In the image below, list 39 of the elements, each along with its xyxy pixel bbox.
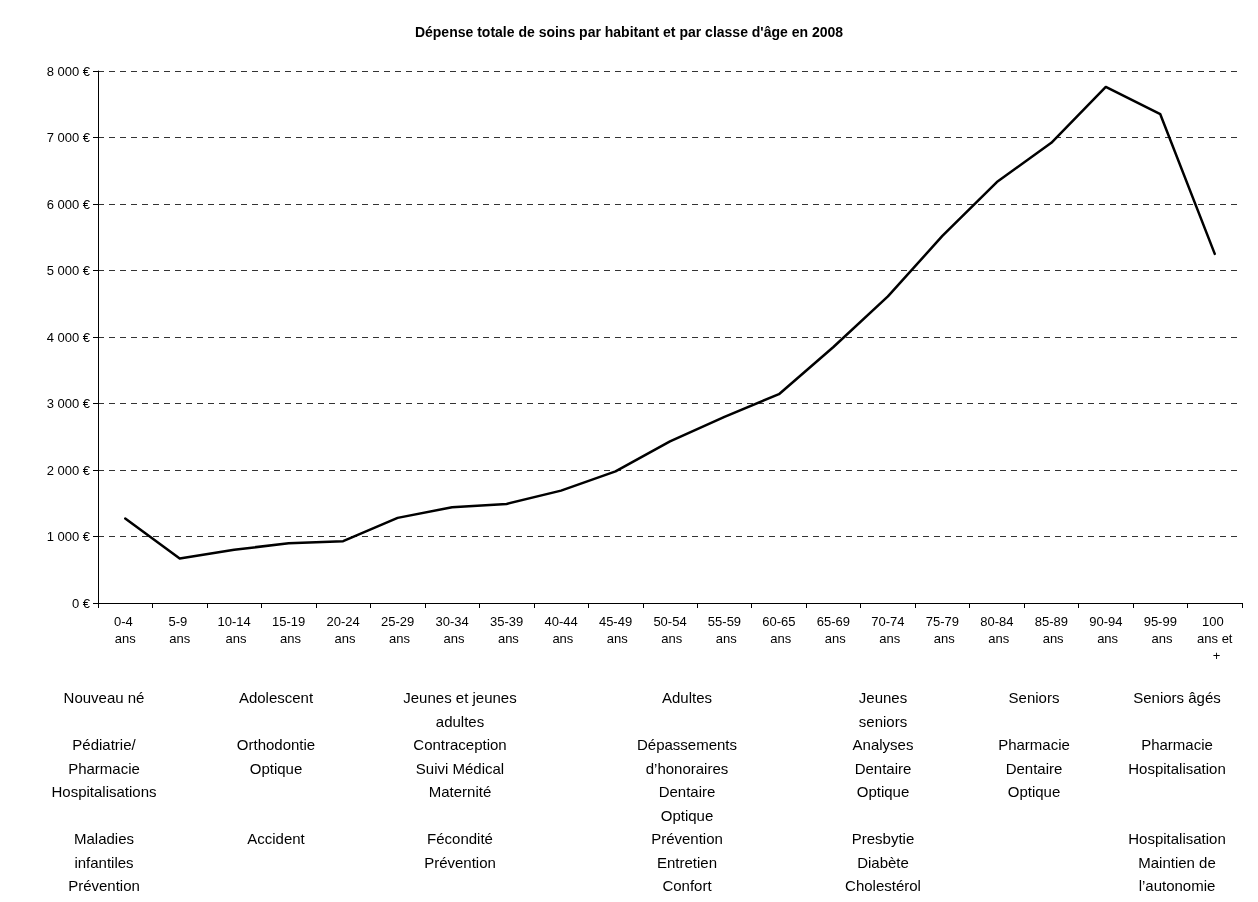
x-tick-label: 60-65 ans <box>762 614 796 646</box>
x-tick-label: 65-69 ans <box>816 614 851 646</box>
text: Adolescent Orthodontie Optique Accident <box>236 689 316 847</box>
x-tick-label: 70-74 ans <box>871 614 905 646</box>
x-tick-label: 55-59 ans <box>707 614 742 646</box>
text: Adultes Dépassements d’honoraires Dentaire Optique Prévention Entretien Confort <box>636 689 738 894</box>
y-tick-label: 7 000 € <box>46 130 91 145</box>
x-tick-label: 40-44 ans <box>544 614 578 646</box>
x-tick-label: 20-24 ans <box>326 614 360 646</box>
y-tick-label: 6 000 € <box>46 196 91 212</box>
x-tick-label: 30-34 ans <box>435 614 469 646</box>
y-tick-label: 4 000 € <box>46 329 91 345</box>
y-tick-label: 5 000 € <box>46 263 91 278</box>
x-tick-label: 15-19 ans <box>272 614 306 646</box>
text: Jeunes seniors Analyses Dentaire Optique Presbytie Diabète Cholestérol <box>845 689 921 894</box>
text: Seniors Pharmacie Dentaire Optique <box>998 689 1070 800</box>
y-tick-label: 2 000 € <box>46 462 91 478</box>
line-series <box>123 85 1217 560</box>
x-tick-label: 5-9 ans <box>168 614 191 646</box>
x-tick-label: 95-99 ans <box>1143 614 1177 646</box>
x-tick-label: 35-39 ans <box>489 614 524 646</box>
chart-title: Dépense totale de soins par habitant et par classe d'âge en 2008 <box>414 24 844 40</box>
text: Nouveau né Pédiatrie/ Pharmacie Hospitalisations Maladies infantiles Prévention <box>51 689 157 894</box>
x-tick-label: 85-89 ans <box>1034 614 1068 646</box>
x-tick-label: 90-94 ans <box>1089 614 1123 646</box>
y-tick-label: 1 000 € <box>46 529 91 544</box>
x-tick-label: 25-29 ans <box>380 614 415 646</box>
y-tick-label: 8 000 € <box>46 63 91 79</box>
text: Seniors âgés Pharmacie Hospitalisation Hospitalisation Maintien de l’autonomie <box>1128 689 1226 894</box>
x-tick-label: 45-49 ans <box>598 614 633 646</box>
x-tick-label: 80-84 ans <box>980 614 1014 646</box>
x-tick-label: 75-79 ans <box>925 614 960 646</box>
y-tick-label: 3 000 € <box>46 396 91 411</box>
x-tick-label: 10-14 ans <box>217 614 251 646</box>
x-tick-label: 0-4 ans <box>114 614 137 646</box>
y-tick-label: 0 € <box>71 595 91 611</box>
x-tick-label: 100 ans et + <box>1197 614 1233 663</box>
x-tick-label: 50-54 ans <box>653 614 687 646</box>
text: Jeunes et jeunes adultes Contraception Suivi Médical Maternité Fécondité Prévention <box>403 689 517 871</box>
